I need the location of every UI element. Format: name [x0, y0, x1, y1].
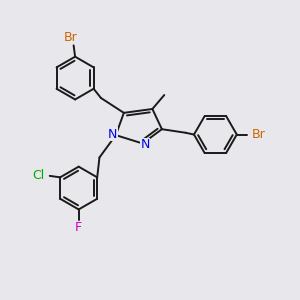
Text: F: F: [75, 221, 82, 234]
Text: N: N: [140, 138, 150, 152]
Text: Cl: Cl: [33, 169, 45, 182]
Text: N: N: [108, 128, 118, 141]
Text: Br: Br: [64, 31, 77, 44]
Text: Br: Br: [251, 128, 265, 141]
